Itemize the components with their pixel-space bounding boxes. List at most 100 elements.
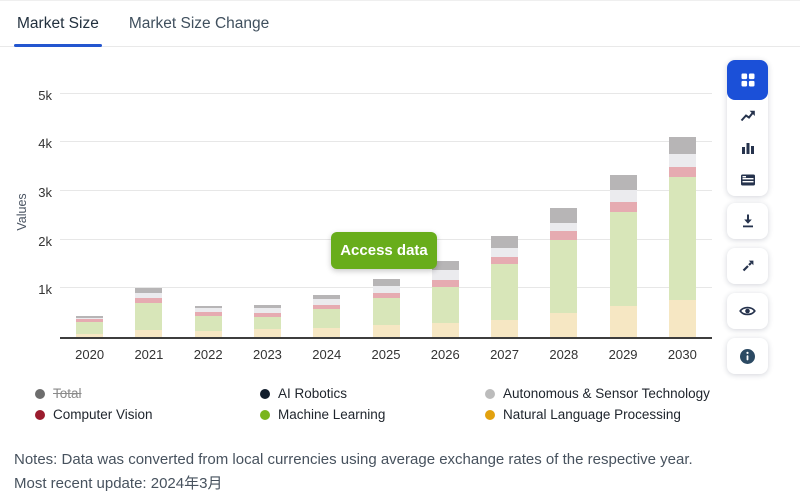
- y-tick-label: 3k: [38, 185, 52, 201]
- bar-segment: [550, 207, 578, 224]
- x-tick-label: 2025: [371, 347, 401, 362]
- gridline: [60, 92, 712, 94]
- expand-arrow-icon: [742, 260, 753, 272]
- stacked-bar-2027: [491, 236, 519, 337]
- legend-dot-icon: [35, 388, 45, 399]
- chart-view-toolbar: [727, 60, 768, 196]
- y-tick-label: 4k: [38, 136, 52, 152]
- bar-segment: [76, 315, 104, 318]
- legend-item[interactable]: Machine Learning: [260, 406, 485, 423]
- legend-item[interactable]: AI Robotics: [260, 385, 485, 402]
- bar-segment: [76, 319, 104, 322]
- bar-segment: [491, 257, 519, 265]
- bar-segment: [431, 322, 459, 337]
- plot-area: [60, 86, 712, 339]
- x-tick-label: 2030: [667, 347, 697, 362]
- bar-segment: [253, 304, 281, 309]
- bar-segment: [609, 202, 637, 213]
- y-tick-label: 2k: [38, 233, 52, 249]
- bar-segment: [76, 334, 104, 337]
- bar-segment: [550, 239, 578, 314]
- y-tick-label: 5k: [38, 87, 52, 103]
- legend-item[interactable]: Autonomous & Sensor Technology: [485, 385, 800, 402]
- legend-item[interactable]: Computer Vision: [35, 406, 260, 423]
- legend-dot-icon: [485, 409, 495, 420]
- bar-segment: [194, 331, 222, 337]
- access-data-button[interactable]: Access data: [331, 232, 437, 269]
- notes-line: Notes: Data was converted from local cur…: [14, 451, 693, 468]
- info-button[interactable]: [727, 338, 768, 374]
- bar-chart-icon: [741, 143, 754, 154]
- line-chart-button[interactable]: [727, 100, 768, 132]
- legend-dot-icon: [485, 388, 495, 399]
- eye-button[interactable]: [727, 293, 768, 329]
- bar-segment: [313, 308, 341, 328]
- bar-segment: [668, 177, 696, 301]
- bar-segment: [372, 279, 400, 286]
- x-tick-label: 2026: [430, 347, 460, 362]
- bar-segment: [253, 317, 281, 330]
- stacked-bar-2026: [431, 261, 459, 337]
- x-tick-label: 2027: [490, 347, 519, 362]
- update-line: Most recent update: 2024年3月: [14, 475, 223, 492]
- bar-segment: [431, 269, 459, 280]
- stacked-bar-2023: [253, 304, 281, 337]
- x-tick-label: 2028: [549, 347, 579, 362]
- bar-segment: [194, 308, 222, 313]
- dashboard-view-button[interactable]: [727, 60, 768, 100]
- bar-segment: [668, 300, 696, 337]
- info-card: [727, 338, 768, 374]
- bar-segment: [609, 174, 637, 190]
- bar-segment: [313, 304, 341, 309]
- bar-segment: [491, 319, 519, 337]
- bar-segment: [491, 236, 519, 248]
- legend-dot-icon: [35, 409, 45, 420]
- bar-segment: [135, 329, 163, 337]
- line-chart-icon: [740, 110, 755, 122]
- visibility-card: [727, 293, 768, 329]
- bar-segment: [431, 279, 459, 288]
- stacked-bar-2028: [550, 207, 578, 337]
- tab-market-size[interactable]: Market Size: [14, 1, 102, 47]
- y-tick-label: 1k: [38, 282, 52, 298]
- info-icon: [740, 348, 755, 364]
- table-icon: [740, 174, 755, 186]
- legend-dot-icon: [260, 409, 270, 420]
- bar-segment: [313, 294, 341, 300]
- download-button[interactable]: [727, 203, 768, 239]
- legend-label: Total: [53, 386, 82, 401]
- eye-icon: [739, 306, 756, 316]
- bar-segment: [372, 298, 400, 326]
- stacked-bar-2022: [194, 306, 222, 337]
- table-view-button[interactable]: [727, 164, 768, 196]
- x-tick-label: 2024: [312, 347, 342, 362]
- bar-segment: [135, 288, 163, 293]
- expand-button[interactable]: [727, 248, 768, 284]
- bar-segment: [313, 299, 341, 305]
- bar-segment: [550, 223, 578, 231]
- bar-segment: [609, 212, 637, 306]
- tab-bar: Market Size Market Size Change: [0, 1, 800, 47]
- download-icon: [742, 214, 753, 228]
- bar-segment: [135, 292, 163, 299]
- tab-market-size-change[interactable]: Market Size Change: [126, 1, 272, 46]
- footnotes: Notes: Data was converted from local cur…: [14, 448, 693, 492]
- stacked-bar-2024: [313, 294, 341, 337]
- legend-label: Natural Language Processing: [503, 407, 681, 422]
- bar-segment: [253, 329, 281, 337]
- bar-segment: [609, 189, 637, 203]
- x-tick-label: 2029: [608, 347, 638, 362]
- legend-item[interactable]: Natural Language Processing: [485, 406, 800, 423]
- bar-segment: [372, 285, 400, 294]
- expand-card: [727, 248, 768, 284]
- bar-segment: [372, 325, 400, 337]
- bar-segment: [194, 306, 222, 309]
- bar-segment: [431, 261, 459, 270]
- legend-item[interactable]: Total: [35, 385, 260, 402]
- bar-segment: [135, 303, 163, 330]
- chart-area: Values 1k 2k 3k 4k 5k 2020 2021 2022 2023 2024 20…: [0, 47, 800, 379]
- bar-segment: [194, 315, 222, 332]
- x-tick-label: 2023: [252, 347, 282, 362]
- bar-chart-button[interactable]: [727, 132, 768, 164]
